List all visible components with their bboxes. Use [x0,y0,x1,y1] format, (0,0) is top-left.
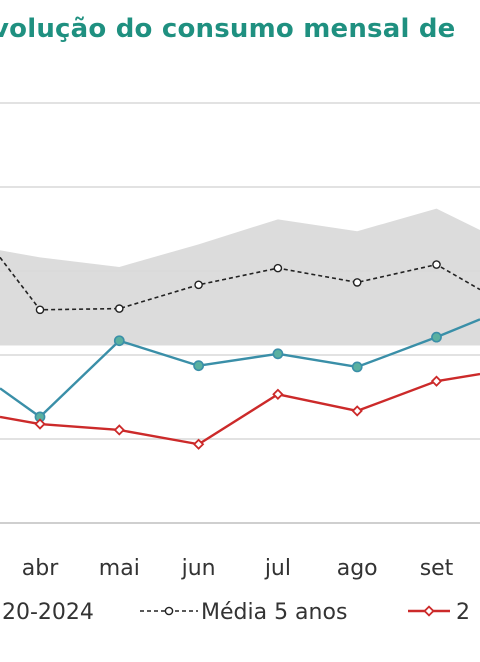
x-tick-label: jun [181,556,216,581]
legend-marker-media [164,606,174,616]
teal-point [351,361,363,373]
legend-label-band: 20-2024 [2,600,94,625]
x-tick-label: jul [264,556,291,581]
series-line-3 [0,372,480,446]
red-point [272,388,284,400]
legend-marker-red [423,605,435,617]
red-point [34,418,46,430]
range-band [0,208,480,346]
red-point [351,405,363,417]
teal-point [193,360,204,372]
red-point [430,375,443,387]
red-point [113,424,125,436]
teal-point [272,348,284,360]
legend-label-media: Média 5 anos [201,600,347,625]
x-tick-label: abr [22,556,59,581]
teal-point [431,331,442,343]
x-tick-label: mai [99,556,140,581]
series-line-2 [0,318,480,419]
media-point [352,278,362,287]
series-line-1 [0,256,480,311]
media-point [273,263,283,273]
x-tick-label: ago [337,556,378,581]
red-point [192,438,205,450]
legend-label-red: 2 [456,600,470,625]
chart-title: volução do consumo mensal de [0,14,456,44]
media-point [194,280,203,290]
media-point [432,260,441,269]
media-point [115,304,124,313]
media-point [35,305,45,315]
x-tick-label: set [420,556,454,581]
teal-point [113,335,125,347]
